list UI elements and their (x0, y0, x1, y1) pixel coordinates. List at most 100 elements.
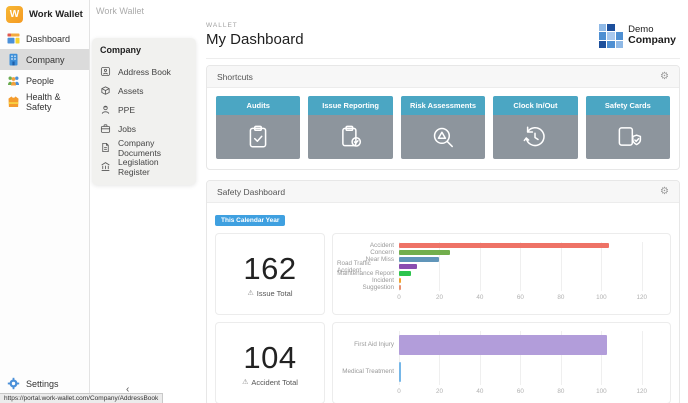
accident-total-card: 104 ⚠ Accident Total (215, 322, 325, 403)
bar-suggestion (399, 285, 402, 290)
main-content: WALLET My Dashboard Demo Company Shortcu… (90, 0, 688, 403)
flyout-item-legislation-register[interactable]: Legislation Register (100, 156, 188, 177)
bar-near-miss (399, 257, 440, 262)
demo-company-logo-icon (599, 24, 624, 48)
settings-label: Settings (26, 379, 59, 389)
flyout-item-jobs[interactable]: Jobs (100, 119, 188, 138)
company-name-line1: Demo (628, 24, 654, 35)
accidents-bar-chart: First Aid Injury Medical Treatment 0 20 40 60… (332, 322, 671, 403)
work-wallet-home-link[interactable]: W Work Wallet (0, 0, 89, 28)
shortcut-risk-assessments[interactable]: Risk Assessments (400, 96, 486, 159)
dashboard-icon (7, 32, 20, 45)
accidents-row: 104 ⚠ Accident Total First Aid Injury Med… (215, 322, 671, 403)
company-name-line2: Company (628, 34, 676, 47)
bar-concern (399, 250, 450, 255)
magnifier-warning-icon (400, 115, 486, 159)
shortcut-tiles: Audits Issue Reporting Risk Assessments (207, 88, 679, 169)
shortcuts-section-header: Shortcuts ⚙ (207, 66, 679, 88)
flyout-title: Company (100, 45, 142, 55)
safety-vest-icon (7, 95, 20, 108)
sidebar-item-label: Dashboard (26, 33, 71, 44)
shortcuts-settings-gear-icon[interactable]: ⚙ (660, 70, 669, 82)
work-wallet-logo-icon: W (6, 5, 23, 23)
issues-row: 162 ⚠ Issue Total Accident Concern Near Mi… (215, 233, 671, 315)
flyout-item-label: Address Book (118, 66, 171, 77)
shortcut-issue-reporting[interactable]: Issue Reporting (308, 96, 393, 159)
clipboard-check-icon (216, 115, 301, 159)
card-shield-icon (585, 115, 671, 159)
flyout-item-assets[interactable]: Assets (100, 81, 188, 100)
shortcuts-title: Shortcuts (217, 71, 253, 82)
bar-medical-treatment (399, 361, 402, 382)
shortcut-label: Audits (216, 96, 301, 115)
shortcut-clock-in-out[interactable]: Clock In/Out (493, 96, 578, 159)
issue-total-card: 162 ⚠ Issue Total (215, 233, 325, 315)
sidebar-item-people[interactable]: People (0, 70, 89, 91)
sidebar-item-label: Company (26, 54, 65, 65)
clock-arrows-icon (493, 115, 578, 159)
flyout-item-label: Legislation Register (118, 156, 159, 177)
flyout-item-address-book[interactable]: Address Book (100, 62, 188, 81)
sidebar-item-label: People (26, 75, 55, 86)
safety-dashboard-title: Safety Dashboard (217, 186, 286, 197)
bar-accident (399, 243, 610, 248)
company-flyout-menu: Company Address Book Assets PPE Jobs (92, 38, 196, 185)
safety-dashboard-body: This Calendar Year 162 ⚠ Issue Total Acc… (207, 203, 679, 403)
bar-incident (399, 278, 402, 283)
bar-road-traffic-accident (399, 264, 418, 269)
calendar-period-badge[interactable]: This Calendar Year (215, 215, 286, 226)
sidebar-item-company[interactable]: Company (0, 49, 89, 70)
flyout-item-label: PPE (118, 104, 136, 115)
sidebar-item-dashboard[interactable]: Dashboard (0, 28, 89, 49)
clipboard-report-icon (308, 115, 393, 159)
flyout-item-company-documents[interactable]: Company Documents (100, 137, 188, 158)
flyout-item-label: Company Documents (118, 137, 161, 158)
ppe-icon (100, 104, 111, 115)
safety-dashboard-settings-gear-icon[interactable]: ⚙ (660, 185, 669, 197)
accident-total-label: ⚠ Accident Total (242, 377, 298, 387)
issue-total-label: ⚠ Issue Total (247, 288, 293, 298)
warning-icon: ⚠ (247, 290, 254, 297)
shortcut-audits[interactable]: Audits (216, 96, 301, 159)
legislation-icon (100, 161, 111, 172)
gear-icon (7, 377, 20, 392)
brand-name: Work Wallet (29, 8, 83, 20)
browser-status-link-url: https://portal.work-wallet.com/Company/A… (0, 393, 164, 403)
flyout-item-label: Assets (118, 85, 144, 96)
shortcut-label: Safety Cards (585, 96, 671, 115)
page-header: WALLET My Dashboard Demo Company (206, 0, 680, 59)
page-title: My Dashboard (206, 31, 304, 48)
sidebar-item-settings[interactable]: Settings (0, 375, 90, 393)
company-logo: Demo Company (599, 24, 676, 48)
shortcut-label: Risk Assessments (400, 96, 486, 115)
topbar-brand-label: Work Wallet (96, 6, 145, 16)
bar-maintenance-report (399, 271, 412, 276)
building-icon (7, 53, 20, 66)
bar-first-aid-injury (399, 334, 608, 355)
sidebar-nav: Dashboard Company People Health & Safety (0, 28, 89, 112)
issues-bar-chart: Accident Concern Near Miss Road Traffic Acc… (332, 233, 671, 315)
safety-dashboard-header: Safety Dashboard ⚙ (207, 181, 679, 203)
flyout-item-label: Jobs (118, 123, 136, 134)
shortcuts-section: Shortcuts ⚙ Audits Issue Reporting (206, 65, 680, 170)
collapse-menu-chevron-icon[interactable]: ‹ (126, 384, 130, 395)
breadcrumb: WALLET (206, 22, 238, 29)
primary-sidebar: W Work Wallet Dashboard Company People (0, 0, 90, 403)
shortcut-label: Clock In/Out (493, 96, 578, 115)
safety-dashboard-section: Safety Dashboard ⚙ This Calendar Year 16… (206, 180, 680, 403)
briefcase-icon (100, 123, 111, 134)
people-icon (7, 74, 20, 87)
shortcut-label: Issue Reporting (308, 96, 393, 115)
assets-box-icon (100, 85, 111, 96)
shortcut-safety-cards[interactable]: Safety Cards (585, 96, 671, 159)
address-book-icon (100, 66, 111, 77)
sidebar-item-label: Health & Safety (26, 91, 61, 112)
issue-total-value: 162 (243, 250, 297, 286)
sidebar-item-health-safety[interactable]: Health & Safety (0, 91, 89, 112)
documents-icon (100, 142, 111, 153)
company-name: Demo Company (628, 24, 676, 47)
accident-total-value: 104 (243, 339, 297, 375)
flyout-item-ppe[interactable]: PPE (100, 100, 188, 119)
warning-icon: ⚠ (242, 379, 249, 386)
